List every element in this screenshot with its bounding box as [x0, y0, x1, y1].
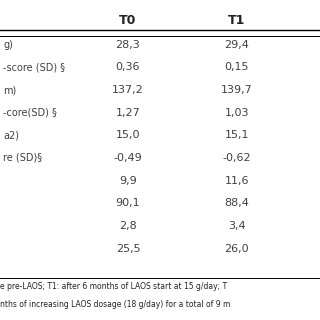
Text: 139,7: 139,7 — [221, 85, 253, 95]
Text: 15,0: 15,0 — [116, 130, 140, 140]
Text: 0,36: 0,36 — [116, 62, 140, 72]
Text: g): g) — [3, 40, 13, 50]
Text: 88,4: 88,4 — [224, 198, 249, 208]
Text: 28,3: 28,3 — [116, 40, 140, 50]
Text: 11,6: 11,6 — [225, 176, 249, 186]
Text: 1,27: 1,27 — [116, 108, 140, 118]
Text: e pre-LAOS; T1: after 6 months of LAOS start at 15 g/day; T: e pre-LAOS; T1: after 6 months of LAOS s… — [0, 282, 227, 291]
Text: 29,4: 29,4 — [224, 40, 249, 50]
Text: 90,1: 90,1 — [116, 198, 140, 208]
Text: nths of increasing LAOS dosage (18 g/day) for a total of 9 m: nths of increasing LAOS dosage (18 g/day… — [0, 300, 230, 309]
Text: m): m) — [3, 85, 16, 95]
Text: -core(SD) §: -core(SD) § — [3, 108, 57, 118]
Text: T1: T1 — [228, 14, 245, 27]
Text: 9,9: 9,9 — [119, 176, 137, 186]
Text: 15,1: 15,1 — [225, 130, 249, 140]
Text: a2): a2) — [3, 130, 19, 140]
Text: 25,5: 25,5 — [116, 244, 140, 254]
Text: 0,15: 0,15 — [225, 62, 249, 72]
Text: -0,49: -0,49 — [114, 153, 142, 163]
Text: re (SD)§: re (SD)§ — [3, 153, 42, 163]
Text: 1,03: 1,03 — [225, 108, 249, 118]
Text: 2,8: 2,8 — [119, 221, 137, 231]
Text: 137,2: 137,2 — [112, 85, 144, 95]
Text: T0: T0 — [119, 14, 137, 27]
Text: -0,62: -0,62 — [222, 153, 251, 163]
Text: 3,4: 3,4 — [228, 221, 246, 231]
Text: -score (SD) §: -score (SD) § — [3, 62, 65, 72]
Text: ntation. Notes: § WHO 2007 Growth Charts: ntation. Notes: § WHO 2007 Growth Charts — [0, 319, 164, 320]
Text: 26,0: 26,0 — [225, 244, 249, 254]
